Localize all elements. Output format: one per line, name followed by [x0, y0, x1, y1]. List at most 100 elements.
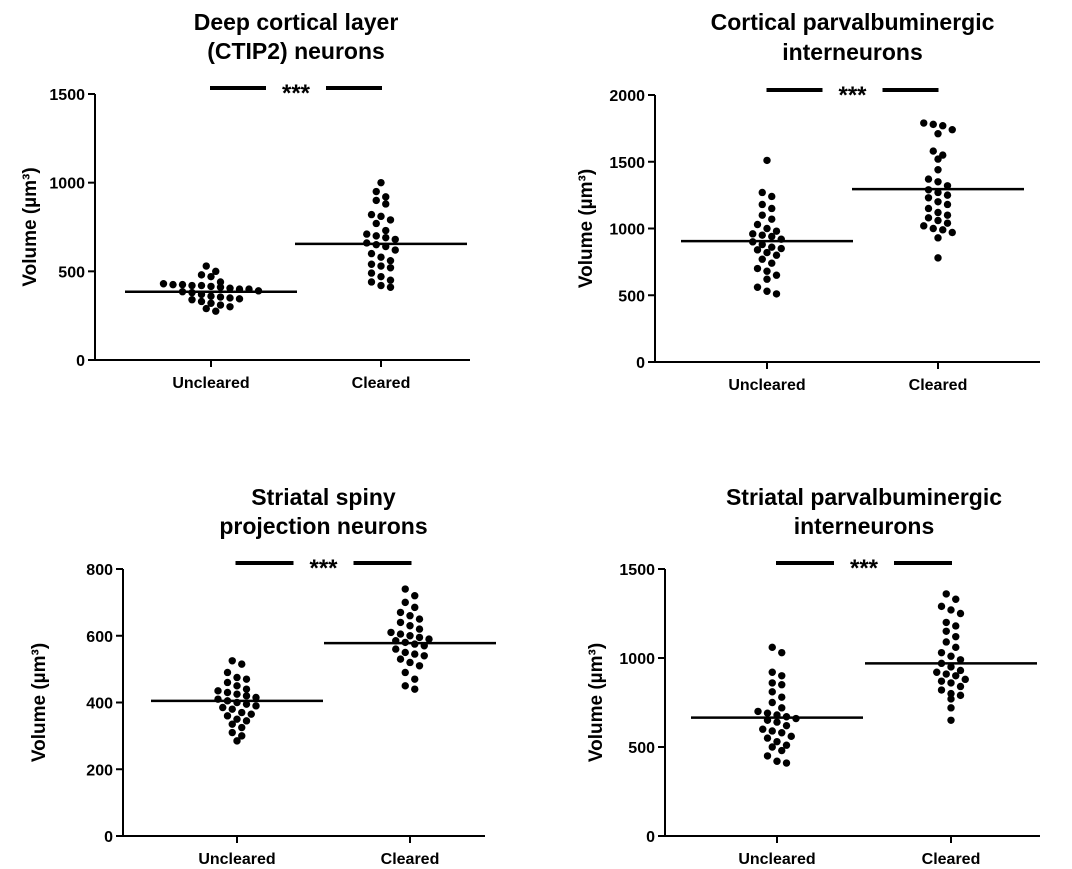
data-point [219, 703, 227, 712]
y-axis-label: Volume (µm³) [576, 169, 597, 288]
data-point [942, 590, 950, 598]
data-point [197, 271, 206, 279]
data-point [363, 230, 371, 238]
x-tick-label: Cleared [909, 377, 968, 394]
significance-label: *** [838, 82, 867, 109]
data-point [197, 297, 206, 306]
data-point [238, 708, 246, 717]
y-tick-label: 400 [86, 696, 113, 713]
data-point [934, 166, 942, 174]
data-point [401, 682, 409, 690]
y-tick-label: 2000 [609, 88, 645, 105]
data-point [924, 204, 933, 213]
chart-panel-4: Striatal parvalbuminergic interneurons 0 50… [586, 484, 1040, 868]
data-point [367, 260, 376, 268]
data-point [937, 602, 946, 611]
y-tick-label: 500 [58, 264, 85, 281]
x-tick-label: Uncleared [172, 375, 249, 392]
data-point [401, 668, 409, 677]
data-point [777, 244, 785, 253]
data-point [763, 287, 771, 295]
data-point [763, 734, 772, 742]
data-point [242, 692, 251, 700]
data-point [377, 253, 385, 261]
data-point [943, 191, 952, 199]
data-point [242, 685, 251, 693]
significance-label: *** [850, 555, 879, 582]
data-point [942, 638, 950, 646]
chart-panel-2: Cortical parvalbuminergic interneurons 0 50… [576, 9, 1040, 394]
data-point [937, 686, 946, 694]
data-point [216, 278, 225, 286]
data-point [377, 272, 385, 281]
data-point [956, 609, 965, 618]
data-point [937, 648, 946, 657]
data-point [952, 632, 960, 641]
data-point [425, 635, 433, 643]
data-point [223, 688, 232, 697]
data-point [758, 240, 766, 249]
y-tick-label: 500 [628, 740, 655, 757]
data-point [223, 678, 232, 687]
data-point [235, 295, 244, 303]
data-point [947, 704, 955, 712]
data-point [406, 612, 414, 620]
data-point [202, 304, 210, 313]
data-point [406, 622, 414, 630]
data-point [382, 200, 390, 208]
data-point [252, 693, 260, 702]
data-point [223, 712, 232, 720]
y-tick-label: 1500 [609, 155, 645, 172]
data-point [929, 224, 937, 233]
data-point [934, 130, 942, 138]
data-point [763, 275, 771, 283]
significance-label: *** [282, 80, 311, 107]
data-point [778, 729, 786, 737]
data-point [233, 690, 241, 698]
data-point [943, 200, 952, 209]
data-point [768, 243, 776, 251]
data-point [768, 688, 776, 696]
data-point [372, 232, 380, 240]
data-point [216, 293, 225, 301]
data-point [223, 668, 232, 677]
data-point [228, 705, 236, 713]
data-point [749, 230, 757, 238]
data-point [943, 182, 952, 190]
data-point [372, 219, 380, 228]
data-point [763, 248, 771, 257]
data-point [758, 255, 766, 263]
x-tick-label: Uncleared [728, 377, 805, 394]
data-point [406, 658, 414, 667]
data-point [207, 282, 215, 291]
data-point [778, 704, 786, 712]
data-point [386, 264, 395, 272]
y-tick-label: 200 [86, 762, 113, 779]
data-point [188, 296, 196, 304]
data-point [420, 652, 428, 660]
data-point [758, 188, 766, 197]
y-axis-label: Volume (µm³) [29, 643, 50, 762]
data-point [377, 281, 385, 290]
data-point [763, 156, 771, 165]
data-point [763, 267, 771, 275]
data-point [937, 677, 946, 685]
data-point [411, 650, 419, 658]
data-point [934, 178, 942, 186]
data-point [372, 196, 380, 205]
data-point [758, 231, 766, 239]
data-point [406, 632, 414, 640]
data-point [768, 727, 776, 735]
chart-title-line: (CTIP2) neurons [207, 38, 385, 64]
data-point [386, 276, 395, 284]
data-point [415, 633, 424, 642]
data-point [238, 660, 246, 668]
data-point [778, 746, 786, 755]
chart-panel-3: Striatal spiny projection neurons 0 200 400 6… [29, 484, 496, 868]
data-point [933, 668, 941, 676]
data-point [787, 732, 795, 741]
data-point [159, 280, 168, 288]
data-point [386, 216, 395, 224]
data-point [228, 657, 236, 665]
data-point [778, 681, 786, 689]
